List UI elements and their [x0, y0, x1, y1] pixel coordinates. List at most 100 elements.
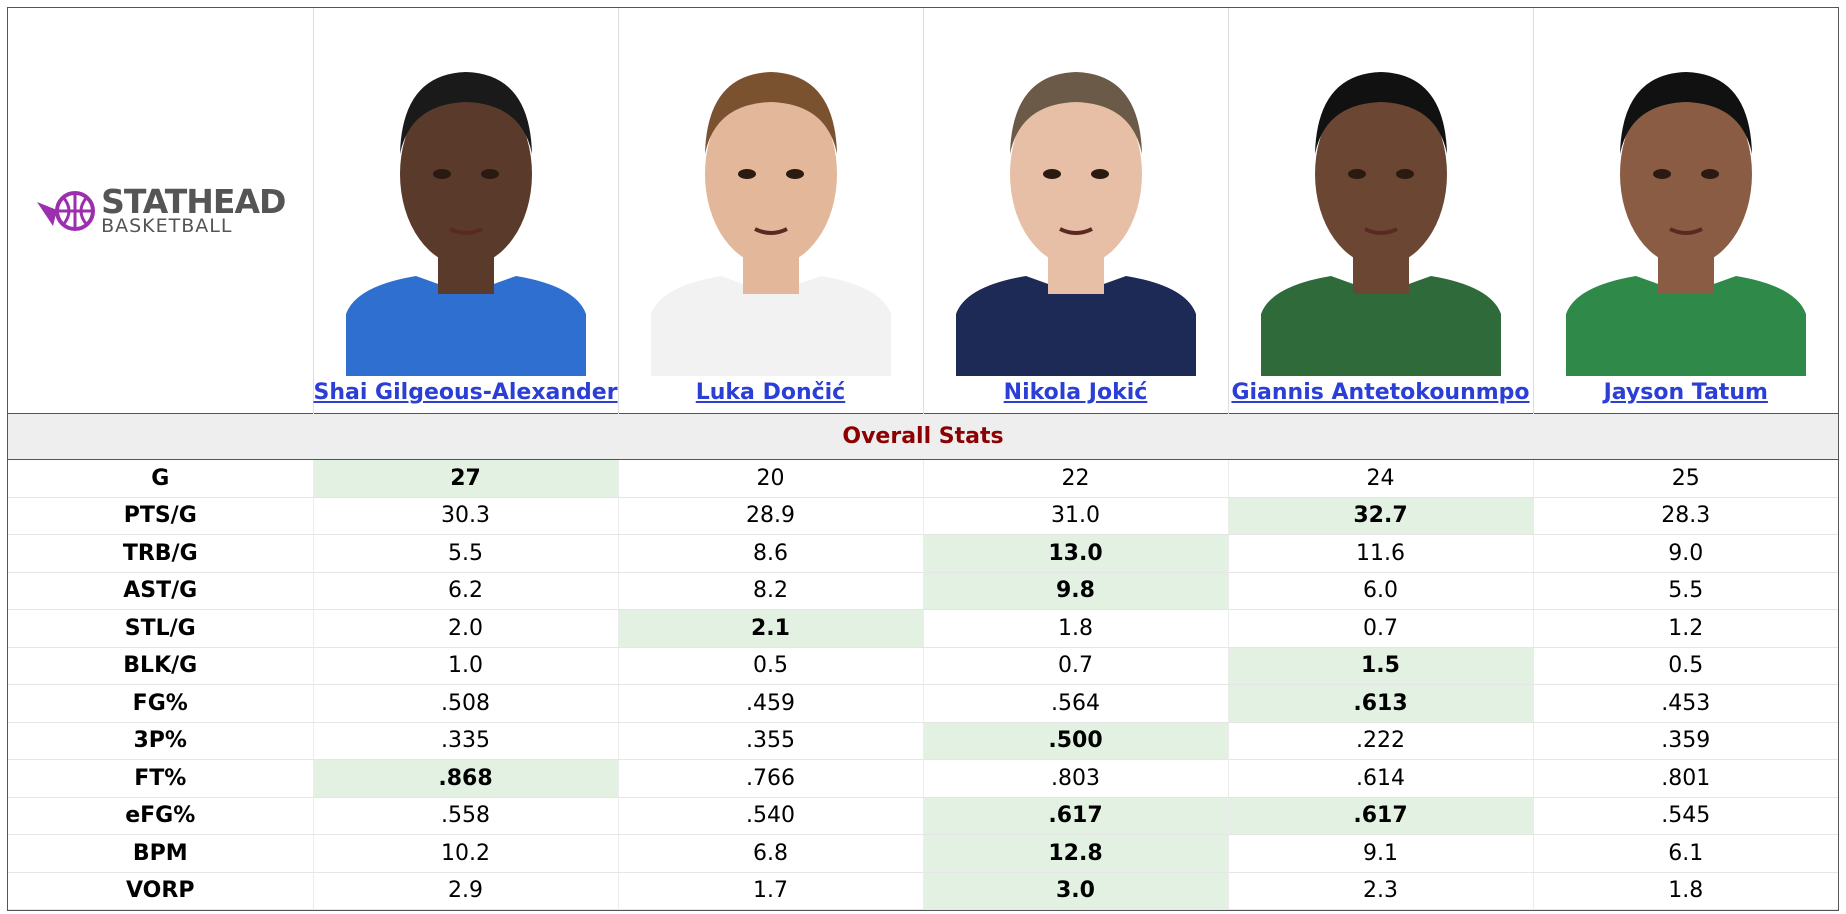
stat-value: 13.0	[922, 534, 1228, 573]
stat-row: FT% .868.766.803.614.801	[8, 759, 1838, 798]
stat-value: .613	[1227, 684, 1533, 723]
stat-value: 2.9	[312, 872, 618, 910]
stat-value: 1.8	[922, 609, 1228, 648]
stat-value: 5.5	[312, 534, 618, 573]
stat-value: 28.3	[1532, 497, 1838, 535]
stat-value: 2.0	[312, 609, 618, 648]
stat-value: .766	[617, 759, 923, 798]
stat-value: 27	[312, 459, 618, 498]
stat-value: 8.6	[617, 534, 923, 573]
stat-label: 3P%	[8, 722, 313, 760]
stat-value: 2.1	[617, 609, 923, 648]
stat-value: .564	[922, 684, 1228, 723]
stat-value: .801	[1532, 759, 1838, 798]
player-photo	[650, 24, 891, 376]
player-name-link[interactable]: Shai Gilgeous-Alexander	[313, 380, 618, 405]
stat-row: BLK/G 1.0 0.5 0.7 1.5 0.5	[8, 647, 1838, 685]
stat-label: STL/G	[8, 609, 313, 648]
stat-value: 24	[1227, 459, 1533, 498]
player-cell: Nikola Jokić	[922, 8, 1228, 414]
stat-label: eFG%	[8, 797, 313, 835]
stat-value: .335	[312, 722, 618, 760]
player-name-link[interactable]: Giannis Antetokounmpo	[1231, 380, 1530, 405]
stat-value: .614	[1227, 759, 1533, 798]
stat-label: BPM	[8, 834, 313, 873]
player-cell: Jayson Tatum	[1532, 8, 1838, 414]
player-name-link[interactable]: Jayson Tatum	[1603, 380, 1768, 405]
logo-title: STATHEAD	[101, 181, 286, 221]
stat-value: 0.5	[617, 647, 923, 685]
stat-value: 1.0	[312, 647, 618, 685]
stat-value: 5.5	[1532, 572, 1838, 610]
comparison-table: STATHEAD BASKETBALL Shai Gilgeous-Alexan…	[7, 7, 1839, 911]
stat-value: 6.1	[1532, 834, 1838, 873]
stat-value: .222	[1227, 722, 1533, 760]
player-photo	[1260, 24, 1501, 376]
stat-value: 9.8	[922, 572, 1228, 610]
table-body: STATHEAD BASKETBALL Shai Gilgeous-Alexan…	[8, 8, 1838, 910]
logo-cell: STATHEAD BASKETBALL	[8, 8, 313, 414]
stat-value: .617	[1227, 797, 1533, 835]
stat-value: 22	[922, 459, 1228, 498]
player-cell: Luka Dončić	[617, 8, 923, 414]
stat-value: 31.0	[922, 497, 1228, 535]
section-title: Overall Stats	[8, 413, 1838, 460]
stat-label: TRB/G	[8, 534, 313, 573]
stat-value: 0.7	[1227, 609, 1533, 648]
stat-value: 6.2	[312, 572, 618, 610]
stat-value: 1.5	[1227, 647, 1533, 685]
stat-value: .508	[312, 684, 618, 723]
player-cell: Giannis Antetokounmpo	[1227, 8, 1533, 414]
stat-value: 20	[617, 459, 923, 498]
table: STATHEAD BASKETBALL Shai Gilgeous-Alexan…	[8, 8, 1838, 910]
stat-label: VORP	[8, 872, 313, 910]
stat-value: 1.2	[1532, 609, 1838, 648]
stat-value: .545	[1532, 797, 1838, 835]
player-name-link[interactable]: Luka Dončić	[695, 380, 846, 405]
stat-row: PTS/G 30.3 28.9 31.0 32.7 28.3	[8, 497, 1838, 535]
player-name-link[interactable]: Nikola Jokić	[1003, 380, 1148, 405]
stat-value: 1.7	[617, 872, 923, 910]
player-photo	[345, 24, 586, 376]
stat-value: 9.0	[1532, 534, 1838, 573]
stat-value: 30.3	[312, 497, 618, 535]
stat-row: eFG% .558.540.617.617.545	[8, 797, 1838, 835]
stat-row: FG% .508.459.564.613.453	[8, 684, 1838, 723]
stat-value: 8.2	[617, 572, 923, 610]
stat-value: .500	[922, 722, 1228, 760]
stat-value: .868	[312, 759, 618, 798]
player-photo	[1565, 24, 1806, 376]
stat-row: G 27 20 22 24 25	[8, 459, 1838, 498]
stat-label: FT%	[8, 759, 313, 798]
stat-value: .803	[922, 759, 1228, 798]
stat-row: 3P% .335.355.500.222.359	[8, 722, 1838, 760]
stat-value: 12.8	[922, 834, 1228, 873]
stat-value: .459	[617, 684, 923, 723]
stat-value: 6.0	[1227, 572, 1533, 610]
player-cell: Shai Gilgeous-Alexander	[312, 8, 618, 414]
stat-value: .617	[922, 797, 1228, 835]
stat-value: 25	[1532, 459, 1838, 498]
stat-value: .359	[1532, 722, 1838, 760]
stat-value: 9.1	[1227, 834, 1533, 873]
stat-value: 0.5	[1532, 647, 1838, 685]
stat-value: 6.8	[617, 834, 923, 873]
logo-subtitle: BASKETBALL	[101, 214, 233, 237]
header-row: STATHEAD BASKETBALL Shai Gilgeous-Alexan…	[8, 8, 1838, 414]
stat-label: AST/G	[8, 572, 313, 610]
stat-value: 0.7	[922, 647, 1228, 685]
stat-row: BPM 10.2 6.8 12.8 9.1 6.1	[8, 834, 1838, 873]
stat-value: 32.7	[1227, 497, 1533, 535]
section-row: Overall Stats	[8, 413, 1838, 460]
stat-row: AST/G 6.2 8.2 9.8 6.0 5.5	[8, 572, 1838, 610]
player-photo	[955, 24, 1196, 376]
stat-label: FG%	[8, 684, 313, 723]
logo-icon	[37, 190, 96, 231]
stat-value: 2.3	[1227, 872, 1533, 910]
stat-row: TRB/G 5.5 8.6 13.0 11.6 9.0	[8, 534, 1838, 573]
stat-value: 1.8	[1532, 872, 1838, 910]
stat-label: PTS/G	[8, 497, 313, 535]
stat-value: .540	[617, 797, 923, 835]
stat-value: .355	[617, 722, 923, 760]
